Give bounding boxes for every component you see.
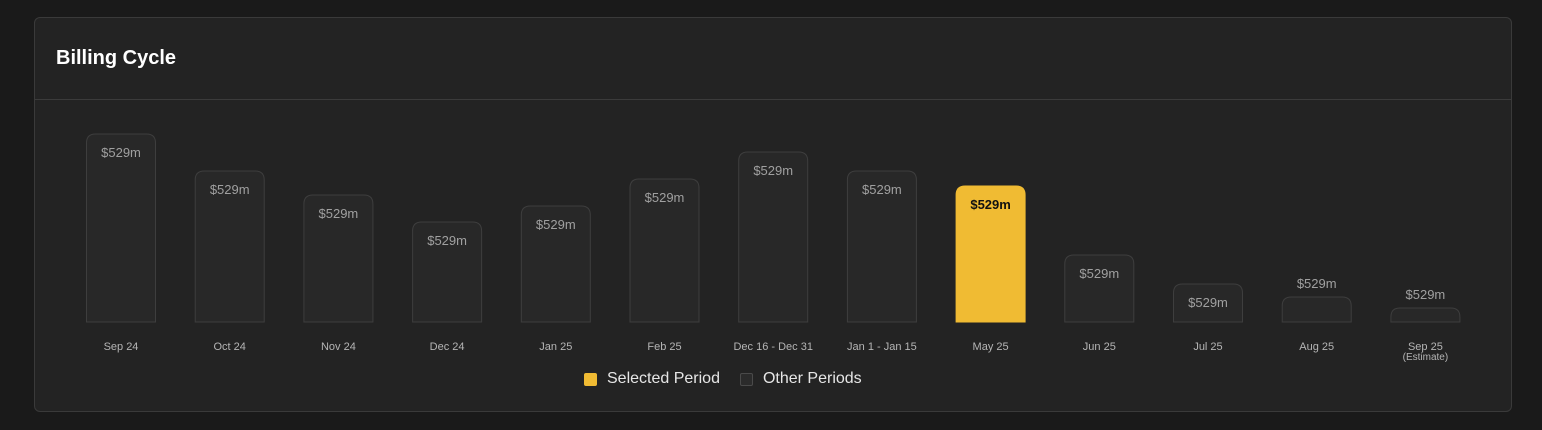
bar-value-label: $529m	[319, 206, 359, 221]
x-tick-sublabel: (Estimate)	[1403, 352, 1449, 363]
bar[interactable]	[194, 170, 265, 323]
legend-swatch-selected	[584, 372, 597, 386]
bar-value-label: $529m	[1079, 266, 1119, 281]
bar[interactable]	[738, 151, 809, 323]
x-tick-label: Jan 25	[539, 341, 572, 353]
x-tick-label: Jun 25	[1083, 341, 1116, 353]
legend-swatch-other	[739, 372, 753, 386]
bar-value-label: $529m	[753, 163, 793, 178]
legend-label-other: Other Periods	[762, 370, 862, 387]
x-tick-label: Aug 25	[1299, 341, 1334, 353]
legend-label-selected: Selected Period	[607, 370, 720, 387]
card-header: Billing Cycle	[35, 18, 1511, 100]
x-tick-label: Dec 16 - Dec 31	[733, 341, 812, 353]
bar-value-label: $529m	[536, 217, 576, 232]
bar-value-label: $529m	[1188, 295, 1228, 310]
x-tick-label: Nov 24	[321, 341, 356, 353]
bar[interactable]	[1173, 283, 1243, 323]
legend-item-other: Other Periods	[739, 370, 862, 388]
bar-value-label: $529m	[1297, 276, 1337, 291]
chart-legend: Selected Period Other Periods	[584, 370, 882, 388]
bar-value-label: $529m	[101, 145, 141, 160]
x-tick-label: May 25	[973, 341, 1009, 353]
card-title: Billing Cycle	[56, 47, 177, 69]
x-tick-label: Jan 1 - Jan 15	[847, 341, 917, 353]
bar-value-label: $529m	[862, 182, 902, 197]
bar[interactable]	[846, 170, 917, 323]
bar-value-label: $529m	[970, 197, 1010, 212]
x-tick-label: Dec 24	[430, 341, 465, 353]
billing-cycle-chart: $529m Sep 24 $529m Oct 24 $529m Nov 24 $529m De…	[86, 133, 1461, 363]
bar-selected[interactable]	[955, 185, 1026, 323]
bar[interactable]	[303, 194, 374, 323]
bar[interactable]	[1281, 296, 1352, 323]
bar[interactable]	[412, 221, 483, 323]
bar[interactable]	[629, 178, 700, 323]
x-tick-label: Oct 24	[213, 341, 245, 353]
bar-value-label: $529m	[645, 190, 685, 205]
x-tick-label: Sep 24	[104, 341, 139, 353]
bar[interactable]	[520, 205, 591, 323]
bar-value-label: $529m	[1406, 287, 1446, 302]
x-tick-label: Jul 25	[1193, 341, 1222, 353]
bar-value-label: $529m	[427, 233, 467, 248]
bar-value-label: $529m	[210, 182, 250, 197]
bar[interactable]	[86, 133, 156, 323]
billing-cycle-card: Billing Cycle $529m Sep 24 $529m Oct 24 $529…	[34, 17, 1512, 412]
x-tick-label: Feb 25	[647, 341, 681, 353]
bar[interactable]	[1064, 254, 1135, 323]
bar[interactable]	[1390, 307, 1461, 323]
x-tick-label: Sep 25	[1408, 341, 1443, 353]
legend-item-selected: Selected Period	[584, 370, 720, 388]
